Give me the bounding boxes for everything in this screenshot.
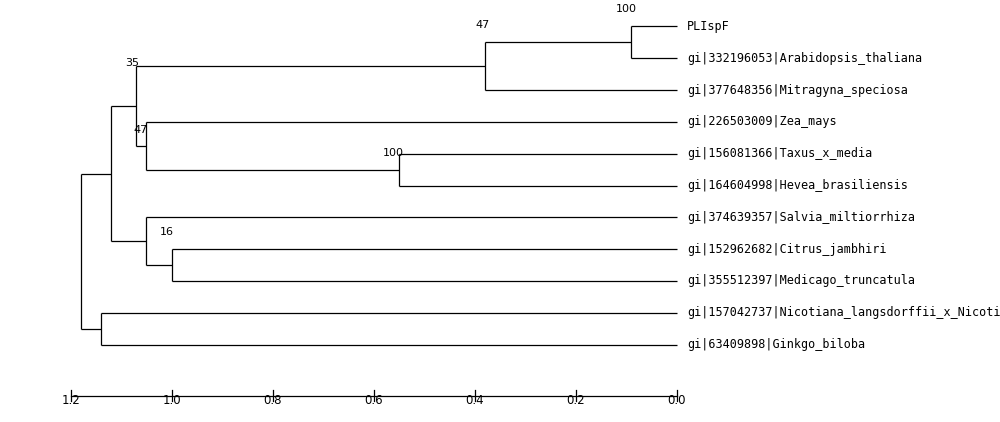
Text: gi|157042737|Nicotiana_langsdorffii_x_Nicotiana_sanderae: gi|157042737|Nicotiana_langsdorffii_x_Ni… — [687, 306, 1000, 319]
Text: gi|63409898|Ginkgo_biloba: gi|63409898|Ginkgo_biloba — [687, 338, 865, 351]
Text: 35: 35 — [125, 58, 139, 68]
Text: gi|332196053|Arabidopsis_thaliana: gi|332196053|Arabidopsis_thaliana — [687, 52, 922, 65]
Text: 47: 47 — [134, 124, 148, 135]
Text: 0.6: 0.6 — [364, 394, 383, 407]
Text: 0.2: 0.2 — [566, 394, 585, 407]
Text: gi|156081366|Taxus_x_media: gi|156081366|Taxus_x_media — [687, 147, 872, 160]
Text: 47: 47 — [476, 20, 490, 30]
Text: gi|374639357|Salvia_miltiorrhiza: gi|374639357|Salvia_miltiorrhiza — [687, 211, 915, 224]
Text: 0.8: 0.8 — [263, 394, 282, 407]
Text: 0.4: 0.4 — [465, 394, 484, 407]
Text: 0.0: 0.0 — [668, 394, 686, 407]
Text: 100: 100 — [383, 148, 404, 157]
Text: 16: 16 — [160, 227, 174, 237]
Text: gi|355512397|Medicago_truncatula: gi|355512397|Medicago_truncatula — [687, 274, 915, 287]
Text: gi|226503009|Zea_mays: gi|226503009|Zea_mays — [687, 116, 837, 128]
Text: 100: 100 — [615, 4, 636, 14]
Text: PLIspF: PLIspF — [687, 20, 730, 33]
Text: gi|377648356|Mitragyna_speciosa: gi|377648356|Mitragyna_speciosa — [687, 84, 908, 97]
Text: gi|164604998|Hevea_brasiliensis: gi|164604998|Hevea_brasiliensis — [687, 179, 908, 192]
Text: 1.0: 1.0 — [162, 394, 181, 407]
Text: gi|152962682|Citrus_jambhiri: gi|152962682|Citrus_jambhiri — [687, 243, 886, 256]
Text: 1.2: 1.2 — [61, 394, 80, 407]
